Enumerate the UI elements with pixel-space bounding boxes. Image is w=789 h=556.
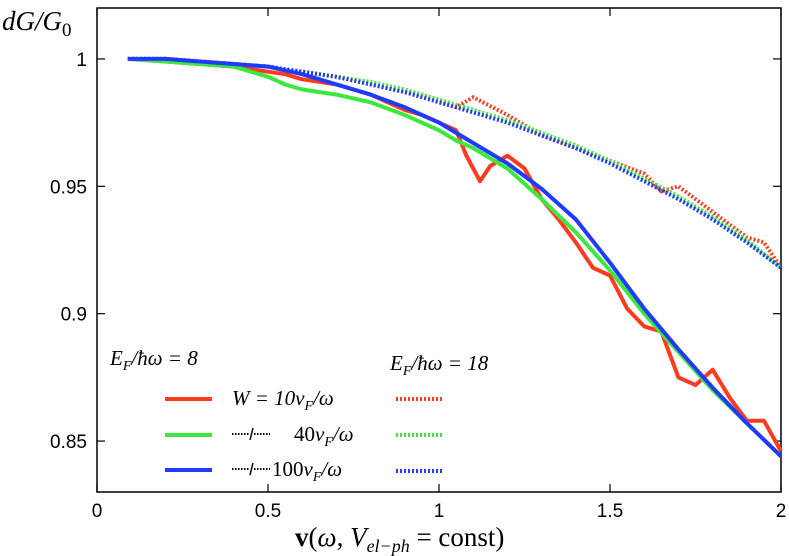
x-tick-label: 0 (92, 501, 103, 522)
series-line-solid-3de83d (127, 56, 783, 458)
y-axis-label: dG/G0 (2, 6, 72, 41)
series-line-dotted-1f3bff (127, 56, 783, 270)
y-tick-label: 0.9 (61, 305, 87, 326)
x-tick-label: 0.5 (255, 501, 281, 522)
x-tick-label: 2 (776, 501, 787, 522)
plot-frame (96, 7, 782, 493)
series-line-solid-ff3b1f (127, 56, 783, 453)
y-tick-label: 0.85 (50, 432, 87, 453)
x-axis-label: v(ω, Vel−ph = const) (295, 522, 504, 556)
series-line-dotted-ff3b1f (127, 56, 783, 269)
legend: EF/ħω = 8 EF/ħω = 18 W = 10vF/ω 40vF/ω 1… (109, 346, 489, 485)
legend-group-right: EF/ħω = 18 (389, 351, 489, 379)
legend-row-w10: W = 10vF/ω (232, 386, 334, 414)
x-tick-label: 1 (434, 501, 445, 522)
y-tick-label: 1 (76, 50, 87, 71)
legend-row-w100: 100vF/ω (272, 457, 342, 485)
axis-ticks: 0 0.5 1 1.5 2 0.85 0.9 0.95 1 (50, 8, 786, 522)
legend-row-w40: 40vF/ω (294, 422, 354, 450)
legend-group-left: EF/ħω = 8 (109, 346, 198, 374)
legend-broken-line-icon (232, 462, 270, 476)
y-tick-label: 0.95 (50, 177, 87, 198)
legend-broken-line-icon (232, 427, 270, 441)
series-line-solid-1f3bff (127, 56, 783, 458)
series-line-dotted-3de83d (127, 56, 783, 270)
x-tick-label: 1.5 (597, 501, 623, 522)
series-layer (127, 56, 783, 458)
